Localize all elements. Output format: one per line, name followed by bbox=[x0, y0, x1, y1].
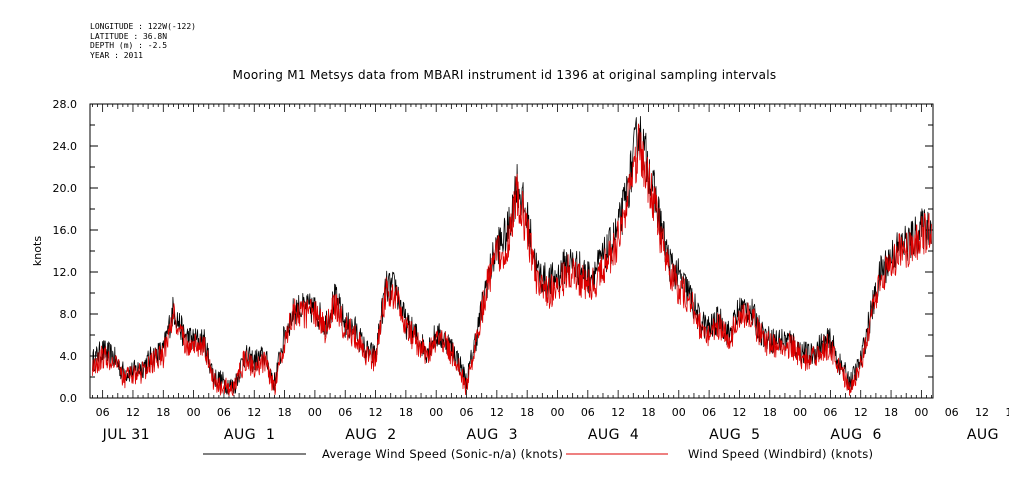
x-tick-label: 18 bbox=[520, 406, 534, 419]
x-tick-label: 00 bbox=[308, 406, 322, 419]
x-tick-label: 06 bbox=[460, 406, 474, 419]
labels-layer: 0.0 4.0 8.0 12.0 16.0 20.0 24.0 28.0 knots 06 12 18… bbox=[31, 98, 1009, 443]
axes-layer bbox=[89, 103, 934, 399]
x-tick-label: 00 bbox=[187, 406, 201, 419]
y-tick-label: 12.0 bbox=[53, 266, 78, 279]
x-tick-label: 06 bbox=[338, 406, 352, 419]
y-tick-label: 4.0 bbox=[60, 350, 78, 363]
x-tick-label: 06 bbox=[96, 406, 110, 419]
legend-layer: Average Wind Speed (Sonic-n/a) (knots) Wi… bbox=[203, 447, 873, 461]
y-tick-label: 28.0 bbox=[53, 98, 78, 111]
x-tick-label: 12 bbox=[247, 406, 261, 419]
x-tick-label: 06 bbox=[702, 406, 716, 419]
x-tick-label: 06 bbox=[945, 406, 959, 419]
x-tick-label: 12 bbox=[126, 406, 140, 419]
y-tick-label: 24.0 bbox=[53, 140, 78, 153]
x-tick-label: 18 bbox=[156, 406, 170, 419]
x-tick-label: 00 bbox=[914, 406, 928, 419]
day-label: AUG 1 bbox=[224, 427, 275, 443]
x-tick-label: 12 bbox=[611, 406, 625, 419]
latitude-text: LATITUDE : 36.8N bbox=[90, 31, 168, 41]
x-tick-label: 12 bbox=[854, 406, 868, 419]
day-label: AUG 2 bbox=[345, 427, 396, 443]
x-tick-label: 00 bbox=[793, 406, 807, 419]
x-tick-label: 12 bbox=[490, 406, 504, 419]
x-tick-label: 12 bbox=[975, 406, 989, 419]
y-axis-label: knots bbox=[31, 236, 44, 266]
day-label: AUG 7 bbox=[967, 427, 1009, 443]
x-tick-label: 06 bbox=[217, 406, 231, 419]
series-line-2 bbox=[92, 123, 932, 397]
x-tick-label: 00 bbox=[672, 406, 686, 419]
x-tick-label: 00 bbox=[429, 406, 443, 419]
x-tick-label: 18 bbox=[278, 406, 292, 419]
series-layer bbox=[92, 116, 932, 397]
x-tick-label: 06 bbox=[581, 406, 595, 419]
chart-title: Mooring M1 Metsys data from MBARI instru… bbox=[232, 68, 777, 82]
day-label: AUG 6 bbox=[830, 427, 881, 443]
x-tick-label: 12 bbox=[369, 406, 383, 419]
x-tick-label: 18 bbox=[1005, 406, 1009, 419]
y-tick-label: 0.0 bbox=[60, 392, 78, 405]
depth-text: DEPTH (m) : -2.5 bbox=[90, 41, 168, 50]
y-tick-label: 16.0 bbox=[53, 224, 78, 237]
longitude-text: LONGITUDE : 122W(-122) bbox=[90, 22, 196, 31]
x-tick-label: 06 bbox=[823, 406, 837, 419]
legend-label-average-wind-speed: Average Wind Speed (Sonic-n/a) (knots) bbox=[322, 447, 563, 461]
x-tick-label: 18 bbox=[399, 406, 413, 419]
year-text: YEAR : 2011 bbox=[90, 50, 143, 60]
x-tick-label: 00 bbox=[550, 406, 564, 419]
day-label: AUG 4 bbox=[588, 427, 639, 443]
x-tick-label: 12 bbox=[732, 406, 746, 419]
day-label: AUG 5 bbox=[709, 427, 760, 443]
x-tick-label: 18 bbox=[884, 406, 898, 419]
x-tick-label: 18 bbox=[763, 406, 777, 419]
y-tick-label: 8.0 bbox=[60, 308, 78, 321]
day-label: AUG 3 bbox=[467, 427, 518, 443]
day-label: JUL 31 bbox=[102, 427, 150, 443]
metadata-block: LONGITUDE : 122W(-122) LATITUDE : 36.8N … bbox=[90, 22, 196, 60]
x-tick-label: 18 bbox=[641, 406, 655, 419]
legend-label-windbird: Wind Speed (Windbird) (knots) bbox=[688, 447, 873, 461]
y-tick-label: 20.0 bbox=[53, 182, 78, 195]
